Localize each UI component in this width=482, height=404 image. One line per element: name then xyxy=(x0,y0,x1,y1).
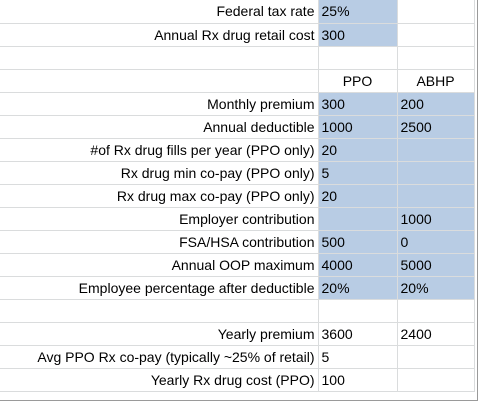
cell-empty[interactable] xyxy=(397,299,475,323)
cell-federal-tax-rate-value[interactable]: 25% xyxy=(318,0,398,24)
cell-rx-min-copay-ppo[interactable]: 5 xyxy=(318,161,398,185)
cell-fsa-hsa-contribution-abhp[interactable]: 0 xyxy=(397,230,475,254)
table-row: Annual deductible 1000 2500 xyxy=(0,115,475,139)
cell-employer-contribution-ppo[interactable] xyxy=(318,207,398,231)
table-row xyxy=(0,299,475,323)
cell-label-yearly-rx-drug-cost[interactable]: Yearly Rx drug cost (PPO) xyxy=(0,368,319,392)
cell-yearly-premium-ppo[interactable]: 3600 xyxy=(318,322,398,346)
cell-employee-percentage-ppo[interactable]: 20% xyxy=(318,276,398,300)
cell-employer-contribution-abhp[interactable]: 1000 xyxy=(397,207,475,231)
cell-empty[interactable] xyxy=(318,46,398,70)
column-header-ppo[interactable]: PPO xyxy=(318,69,398,93)
cell-annual-rx-retail-cost-value[interactable]: 300 xyxy=(318,23,398,47)
cell-label-fsa-hsa-contribution[interactable]: FSA/HSA contribution xyxy=(0,230,319,254)
cell-label-annual-deductible[interactable]: Annual deductible xyxy=(0,115,319,139)
table-row: Rx drug min co-pay (PPO only) 5 xyxy=(0,161,475,185)
table-row: Yearly Rx drug cost (PPO) 100 xyxy=(0,368,475,392)
table-row: #of Rx drug fills per year (PPO only) 20 xyxy=(0,138,475,162)
cell-empty[interactable] xyxy=(397,23,475,47)
cell-label-monthly-premium[interactable]: Monthly premium xyxy=(0,92,319,116)
cell-label-annual-oop-maximum[interactable]: Annual OOP maximum xyxy=(0,253,319,277)
table-row: FSA/HSA contribution 500 0 xyxy=(0,230,475,254)
cell-label-yearly-premium[interactable]: Yearly premium xyxy=(0,322,319,346)
cell-empty[interactable] xyxy=(397,46,475,70)
cell-monthly-premium-ppo[interactable]: 300 xyxy=(318,92,398,116)
cell-rx-max-copay-abhp[interactable] xyxy=(397,184,475,208)
cell-label-employee-percentage[interactable]: Employee percentage after deductible xyxy=(0,276,319,300)
cell-rx-fills-per-year-ppo[interactable]: 20 xyxy=(318,138,398,162)
cell-avg-ppo-rx-copay-value[interactable]: 5 xyxy=(318,345,398,369)
column-header-abhp[interactable]: ABHP xyxy=(397,69,475,93)
cell-rx-min-copay-abhp[interactable] xyxy=(397,161,475,185)
table-row: PPO ABHP xyxy=(0,69,475,93)
cell-empty[interactable] xyxy=(318,299,398,323)
table-row: Employer contribution 1000 xyxy=(0,207,475,231)
cell-label-annual-rx-retail-cost[interactable]: Annual Rx drug retail cost xyxy=(0,23,319,47)
cell-employee-percentage-abhp[interactable]: 20% xyxy=(397,276,475,300)
cell-empty[interactable] xyxy=(0,69,319,93)
table-row: Annual Rx drug retail cost 300 xyxy=(0,23,475,47)
table-row: Avg PPO Rx co-pay (typically ~25% of ret… xyxy=(0,345,475,369)
cell-empty[interactable] xyxy=(0,46,319,70)
cell-empty[interactable] xyxy=(397,368,475,392)
cell-label-federal-tax-rate[interactable]: Federal tax rate xyxy=(0,0,319,24)
cell-annual-oop-maximum-abhp[interactable]: 5000 xyxy=(397,253,475,277)
cell-annual-deductible-abhp[interactable]: 2500 xyxy=(397,115,475,139)
cell-annual-oop-maximum-ppo[interactable]: 4000 xyxy=(318,253,398,277)
cell-monthly-premium-abhp[interactable]: 200 xyxy=(397,92,475,116)
table-row: Monthly premium 300 200 xyxy=(0,92,475,116)
table-row: Yearly premium 3600 2400 xyxy=(0,322,475,346)
cell-label-rx-fills-per-year[interactable]: #of Rx drug fills per year (PPO only) xyxy=(0,138,319,162)
cell-label-rx-min-copay[interactable]: Rx drug min co-pay (PPO only) xyxy=(0,161,319,185)
cell-annual-deductible-ppo[interactable]: 1000 xyxy=(318,115,398,139)
table-row: Annual OOP maximum 4000 5000 xyxy=(0,253,475,277)
spreadsheet-grid: Federal tax rate 25% Annual Rx drug reta… xyxy=(0,0,475,392)
cell-empty[interactable] xyxy=(397,345,475,369)
cell-fsa-hsa-contribution-ppo[interactable]: 500 xyxy=(318,230,398,254)
table-row: Federal tax rate 25% xyxy=(0,0,475,24)
table-row: Employee percentage after deductible 20%… xyxy=(0,276,475,300)
table-row: Rx drug max co-pay (PPO only) 20 xyxy=(0,184,475,208)
cell-yearly-rx-drug-cost-value[interactable]: 100 xyxy=(318,368,398,392)
cell-label-rx-max-copay[interactable]: Rx drug max co-pay (PPO only) xyxy=(0,184,319,208)
cell-empty[interactable] xyxy=(0,299,319,323)
cell-empty[interactable] xyxy=(397,0,475,24)
table-row xyxy=(0,46,475,70)
cell-label-avg-ppo-rx-copay[interactable]: Avg PPO Rx co-pay (typically ~25% of ret… xyxy=(0,345,319,369)
cell-yearly-premium-abhp[interactable]: 2400 xyxy=(397,322,475,346)
cell-rx-fills-per-year-abhp[interactable] xyxy=(397,138,475,162)
cell-label-employer-contribution[interactable]: Employer contribution xyxy=(0,207,319,231)
cell-rx-max-copay-ppo[interactable]: 20 xyxy=(318,184,398,208)
